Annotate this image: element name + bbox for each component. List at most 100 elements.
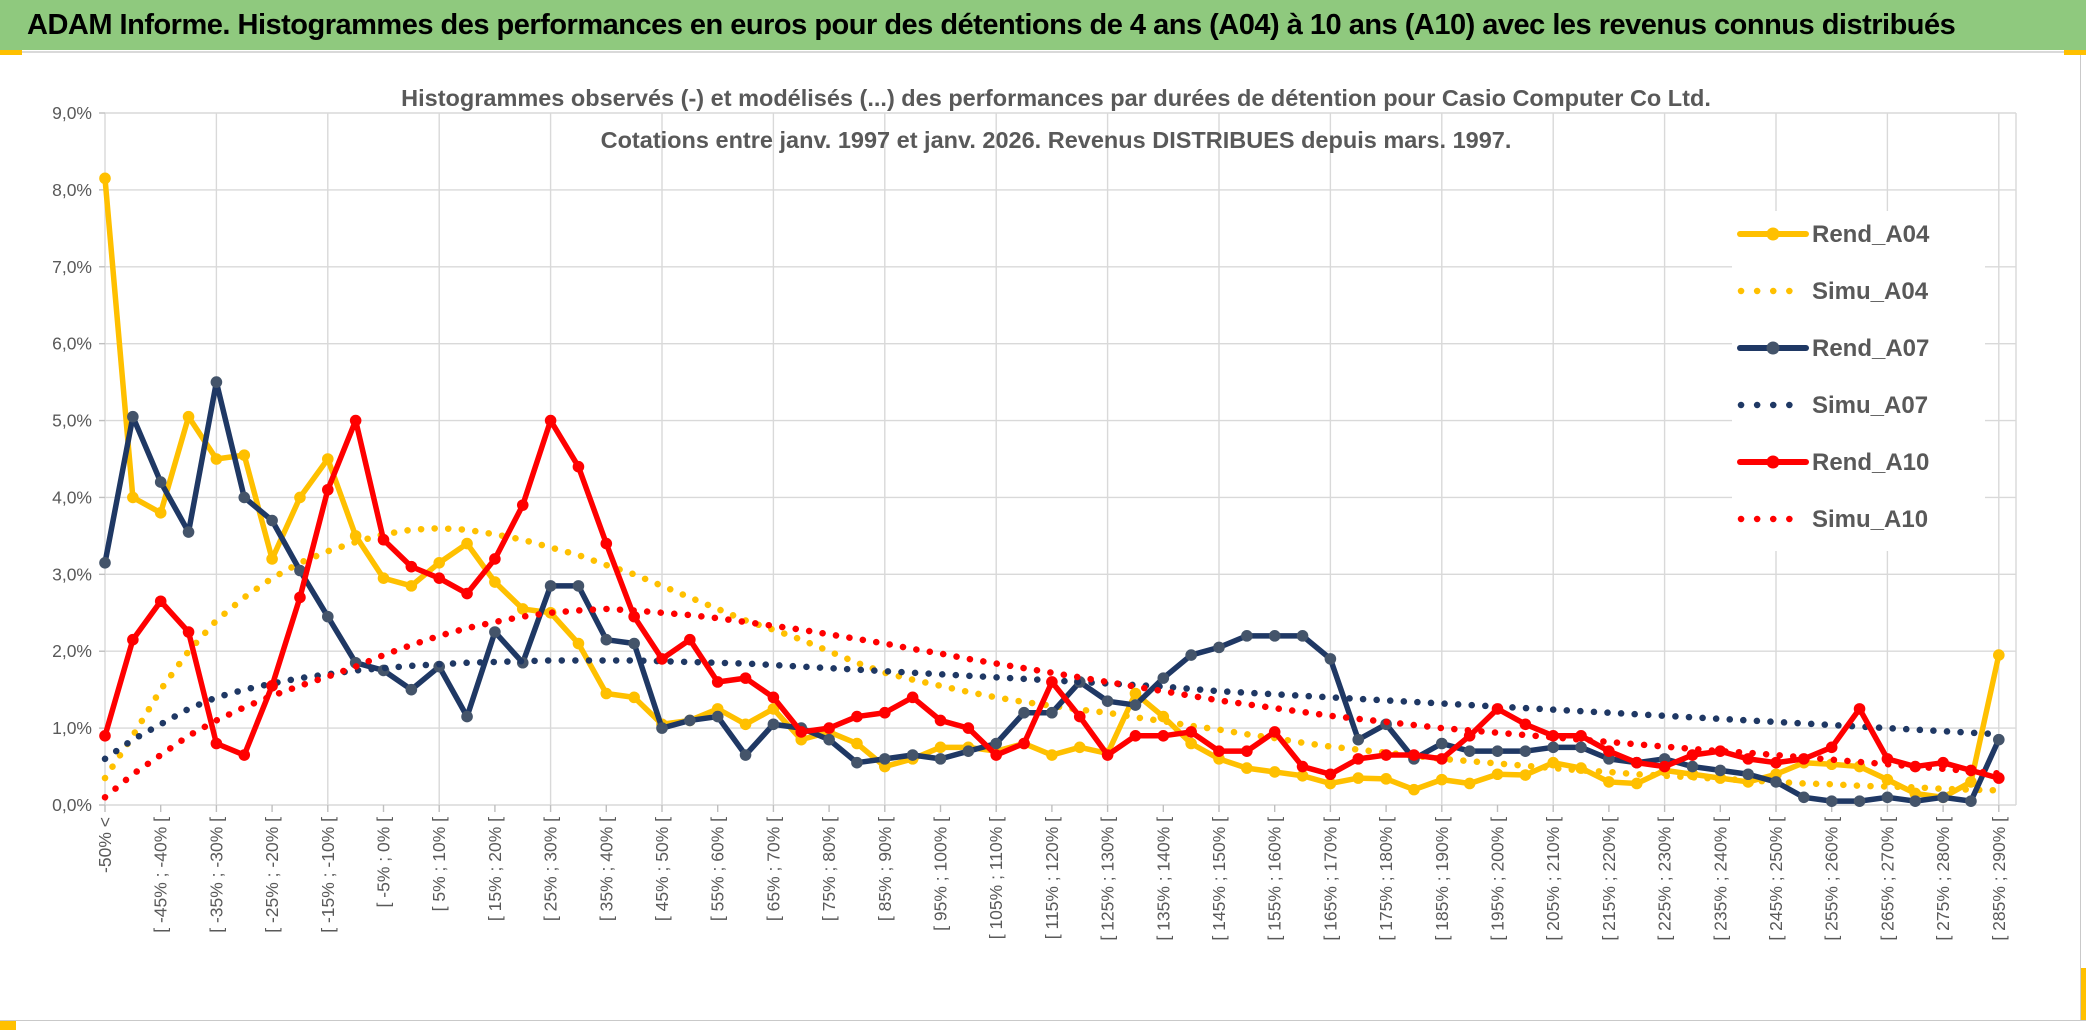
marker-Rend_A04 xyxy=(294,491,306,504)
marker-Rend_A07 xyxy=(1853,795,1866,807)
line-Simu_A10 xyxy=(101,605,2003,801)
marker-Rend_A07 xyxy=(879,753,891,765)
marker-Rend_A07 xyxy=(934,753,947,765)
series-Simu_A10[interactable] xyxy=(101,605,2003,801)
marker-Rend_A04 xyxy=(1380,773,1392,785)
page-title: ADAM Informe. Histogrammes des performan… xyxy=(27,8,1956,41)
series-Rend_A07[interactable] xyxy=(99,376,2005,807)
marker-Rend_A10 xyxy=(1881,753,1894,765)
marker-Rend_A10 xyxy=(127,633,139,646)
marker-Rend_A10 xyxy=(1213,745,1225,757)
marker-Rend_A10 xyxy=(1853,703,1866,715)
marker-Rend_A04 xyxy=(1185,737,1197,750)
marker-Rend_A04 xyxy=(572,637,585,650)
marker-Rend_A04 xyxy=(628,691,640,704)
marker-Rend_A07 xyxy=(1213,641,1225,654)
legend-item-Simu_A07[interactable]: Simu_A07 xyxy=(1737,392,1928,419)
marker-Rend_A10 xyxy=(1268,726,1281,738)
series-Simu_A04[interactable] xyxy=(101,524,2003,794)
marker-Rend_A07 xyxy=(294,564,306,577)
marker-Rend_A04 xyxy=(1408,783,1420,796)
marker-Rend_A07 xyxy=(1491,745,1504,757)
x-axis-label: [ 175% ; 180% [ xyxy=(1376,817,1396,941)
legend-swatch-marker xyxy=(1766,341,1780,355)
marker-Rend_A07 xyxy=(182,526,195,538)
marker-Rend_A07 xyxy=(405,683,418,696)
marker-Rend_A07 xyxy=(1296,630,1309,642)
chart-canvas[interactable]: 0,0% 1,0% 2,0% 3,0% 4,0% 5,0% 6,0% 7,0% 8,0% 9,0%… xyxy=(0,55,2086,1020)
x-axis-label: [ 25% ; 30% [ xyxy=(541,817,561,921)
marker-Rend_A10 xyxy=(322,483,334,496)
marker-Rend_A10 xyxy=(962,722,975,734)
gold-accent-bottom-right xyxy=(2080,968,2086,1021)
marker-Rend_A07 xyxy=(1046,706,1058,719)
marker-Rend_A10 xyxy=(600,537,613,550)
legend-item-Rend_A07[interactable]: Rend_A07 xyxy=(1737,335,1929,362)
marker-Rend_A07 xyxy=(1268,630,1281,642)
series-Rend_A10[interactable] xyxy=(99,414,2005,784)
marker-Rend_A10 xyxy=(1241,745,1253,757)
marker-Rend_A07 xyxy=(238,491,251,504)
marker-Rend_A10 xyxy=(377,533,390,546)
marker-Rend_A07 xyxy=(851,756,863,769)
marker-Rend_A07 xyxy=(461,710,473,723)
marker-Rend_A10 xyxy=(906,691,919,704)
marker-Rend_A07 xyxy=(1770,776,1782,788)
legend-item-Simu_A04[interactable]: Simu_A04 xyxy=(1737,278,1929,305)
marker-Rend_A07 xyxy=(1101,695,1114,707)
y-axis-label: 4,0% xyxy=(52,487,92,507)
marker-Rend_A07 xyxy=(1742,768,1754,781)
y-axis-label: 7,0% xyxy=(52,257,92,277)
marker-Rend_A07 xyxy=(489,626,501,638)
marker-Rend_A04 xyxy=(433,557,446,569)
marker-Rend_A10 xyxy=(767,691,780,704)
marker-Rend_A07 xyxy=(600,633,613,646)
marker-Rend_A10 xyxy=(1603,745,1615,757)
marker-Rend_A10 xyxy=(1491,703,1504,715)
gold-accent-top-left xyxy=(0,50,22,55)
legend-item-Simu_A10[interactable]: Simu_A10 xyxy=(1737,506,1928,533)
marker-Rend_A07 xyxy=(1129,699,1142,711)
x-axis-label: [ 285% ; 290% [ xyxy=(1989,817,2009,941)
marker-Rend_A10 xyxy=(879,706,891,719)
marker-Rend_A10 xyxy=(1630,756,1643,769)
y-axis-label: 1,0% xyxy=(52,718,92,738)
marker-Rend_A04 xyxy=(238,449,251,461)
marker-Rend_A07 xyxy=(572,580,585,592)
marker-Rend_A10 xyxy=(656,653,668,665)
marker-Rend_A10 xyxy=(210,737,223,750)
x-axis-label: [ 215% ; 220% [ xyxy=(1599,817,1619,941)
marker-Rend_A04 xyxy=(934,741,947,754)
marker-Rend_A10 xyxy=(1101,749,1114,761)
marker-Rend_A10 xyxy=(851,710,863,723)
marker-Rend_A04 xyxy=(739,718,752,731)
marker-Rend_A04 xyxy=(1965,776,1977,788)
marker-Rend_A07 xyxy=(1352,733,1365,746)
legend-item-Rend_A10[interactable]: Rend_A10 xyxy=(1737,449,1929,476)
marker-Rend_A04 xyxy=(1436,773,1448,786)
marker-Rend_A10 xyxy=(823,722,835,734)
x-axis-label: [ 15% ; 20% [ xyxy=(485,817,505,921)
marker-Rend_A04 xyxy=(1463,777,1476,790)
marker-Rend_A10 xyxy=(544,414,557,427)
x-axis-label: [ 245% ; 250% [ xyxy=(1766,817,1786,941)
chart-object[interactable]: 0,0% 1,0% 2,0% 3,0% 4,0% 5,0% 6,0% 7,0% 8,0% 9,0%… xyxy=(0,55,2086,1020)
marker-Rend_A10 xyxy=(572,460,585,473)
marker-Rend_A10 xyxy=(1714,745,1727,757)
legend-item-Rend_A04[interactable]: Rend_A04 xyxy=(1737,221,1930,248)
legend-swatch-marker xyxy=(1766,227,1780,241)
marker-Rend_A04 xyxy=(461,537,473,550)
marker-Rend_A07 xyxy=(1547,741,1559,754)
marker-Rend_A04 xyxy=(1129,687,1142,700)
x-axis-label: [ 225% ; 230% [ xyxy=(1655,817,1675,941)
marker-Rend_A07 xyxy=(1798,791,1810,804)
axis-ticks xyxy=(99,112,2000,812)
legend-label: Simu_A10 xyxy=(1812,506,1928,533)
marker-Rend_A04 xyxy=(210,453,223,465)
line-Rend_A07 xyxy=(102,379,2002,804)
marker-Rend_A10 xyxy=(433,572,446,584)
gold-accent-bottom-left xyxy=(0,1021,16,1030)
y-axis-label: 2,0% xyxy=(52,641,92,661)
marker-Rend_A10 xyxy=(684,633,696,646)
marker-Rend_A10 xyxy=(154,595,167,608)
